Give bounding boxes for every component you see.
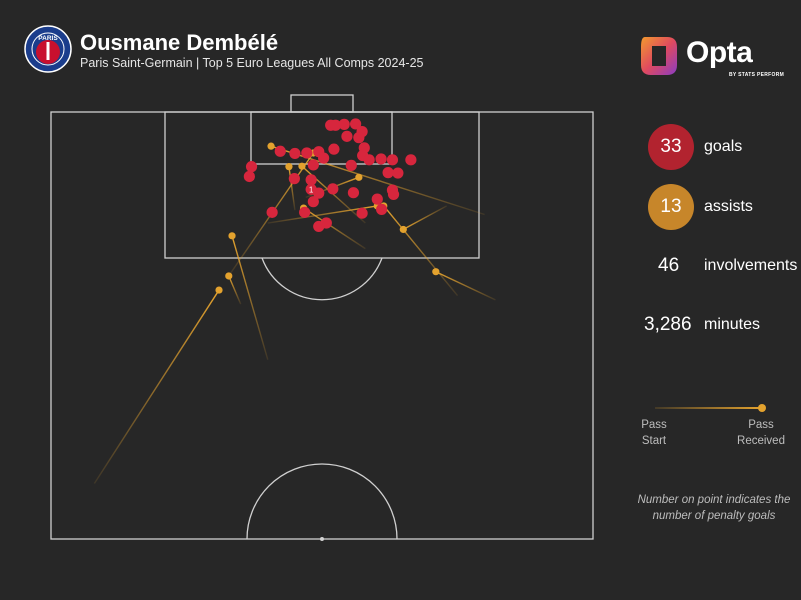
- minutes-label: minutes: [704, 316, 761, 333]
- penalty-goal-count-label: 1: [309, 185, 314, 194]
- opta-brand-sub: BY STATS PERFORM: [729, 72, 785, 78]
- assist-pass-received-point: [355, 173, 363, 181]
- goal-point: [274, 145, 286, 157]
- assist-pass-line: [383, 205, 459, 297]
- penalty-note: Number on point indicates the number of …: [637, 494, 791, 522]
- goal-point: [345, 159, 357, 171]
- svg-text:PARIS: PARIS: [38, 35, 58, 42]
- legend-pass-received: Pass Received: [737, 419, 785, 447]
- psg-crest-logo: PARIS: [24, 25, 72, 73]
- assist-pass-received-point: [267, 142, 275, 150]
- goal-point: [329, 119, 342, 131]
- assist-pass-line: [303, 207, 366, 250]
- assists-count-badge: 13: [648, 184, 694, 230]
- goal-point: [353, 132, 365, 144]
- pitch-outline: [50, 111, 594, 540]
- legend-pass-line: [655, 407, 761, 409]
- assist-pass-line: [93, 289, 220, 484]
- centre-circle: [246, 463, 398, 540]
- penalty-arc: [261, 257, 383, 301]
- involvements-label: involvements: [704, 257, 798, 274]
- goal-point: [299, 206, 311, 218]
- goal-point: [338, 118, 350, 130]
- goal-point: [307, 159, 319, 171]
- goals-label: goals: [704, 138, 743, 155]
- opta-brand: Opta: [686, 36, 753, 69]
- goal-point: [382, 167, 394, 179]
- goal-point: [327, 183, 339, 195]
- goal-point: [371, 193, 383, 205]
- assist-pass-line: [231, 235, 269, 360]
- goal-point: [347, 187, 360, 199]
- assist-pass-received-point: [225, 272, 233, 280]
- legend-pass-start: Pass Start: [641, 419, 667, 447]
- goal-point: [375, 153, 387, 165]
- minutes-count: 3,286: [644, 314, 692, 335]
- goal-point: [307, 196, 319, 208]
- goal-point: [266, 206, 278, 218]
- goal-point: [392, 167, 404, 179]
- assist-pass-line: [435, 271, 496, 301]
- goal-frame: [290, 94, 354, 113]
- goal-point: [301, 147, 313, 159]
- goal-point: [305, 174, 317, 186]
- goal-point: [387, 188, 400, 201]
- player-name: Ousmane Dembélé: [80, 30, 279, 55]
- legend-pass-received-dot: [758, 404, 766, 412]
- goal-point: [405, 154, 417, 166]
- goal-point: [363, 154, 375, 166]
- goal-point: [245, 161, 258, 173]
- assist-pass-line: [288, 166, 296, 211]
- goal-point: [386, 154, 399, 166]
- goal-point: [288, 173, 300, 185]
- involvements-count: 46: [658, 255, 680, 276]
- assist-pass-received-point: [298, 162, 306, 170]
- goal-point: [350, 118, 362, 130]
- assist-pass-received-point: [215, 286, 223, 294]
- assist-pass-line: [402, 205, 447, 231]
- goal-point: [320, 217, 332, 229]
- assist-pass-received-point: [432, 268, 440, 276]
- opta-logo-icon: [641, 37, 677, 75]
- goal-point: [356, 207, 368, 219]
- goal-point: [328, 143, 340, 155]
- penalty-goal-point: [305, 183, 317, 195]
- goals-count-badge: 33: [648, 124, 694, 170]
- goal-point: [289, 147, 301, 160]
- assist-pass-received-point: [285, 163, 293, 171]
- assist-pass-line: [228, 275, 242, 305]
- goal-point: [376, 203, 388, 215]
- assists-label: assists: [704, 198, 753, 215]
- goal-point: [318, 152, 330, 164]
- goal-point: [243, 170, 255, 183]
- goal-point: [341, 130, 353, 142]
- chart-subtitle: Paris Saint-Germain | Top 5 Euro Leagues…: [80, 56, 424, 70]
- centre-spot: [320, 537, 324, 541]
- assist-pass-received-point: [228, 232, 236, 240]
